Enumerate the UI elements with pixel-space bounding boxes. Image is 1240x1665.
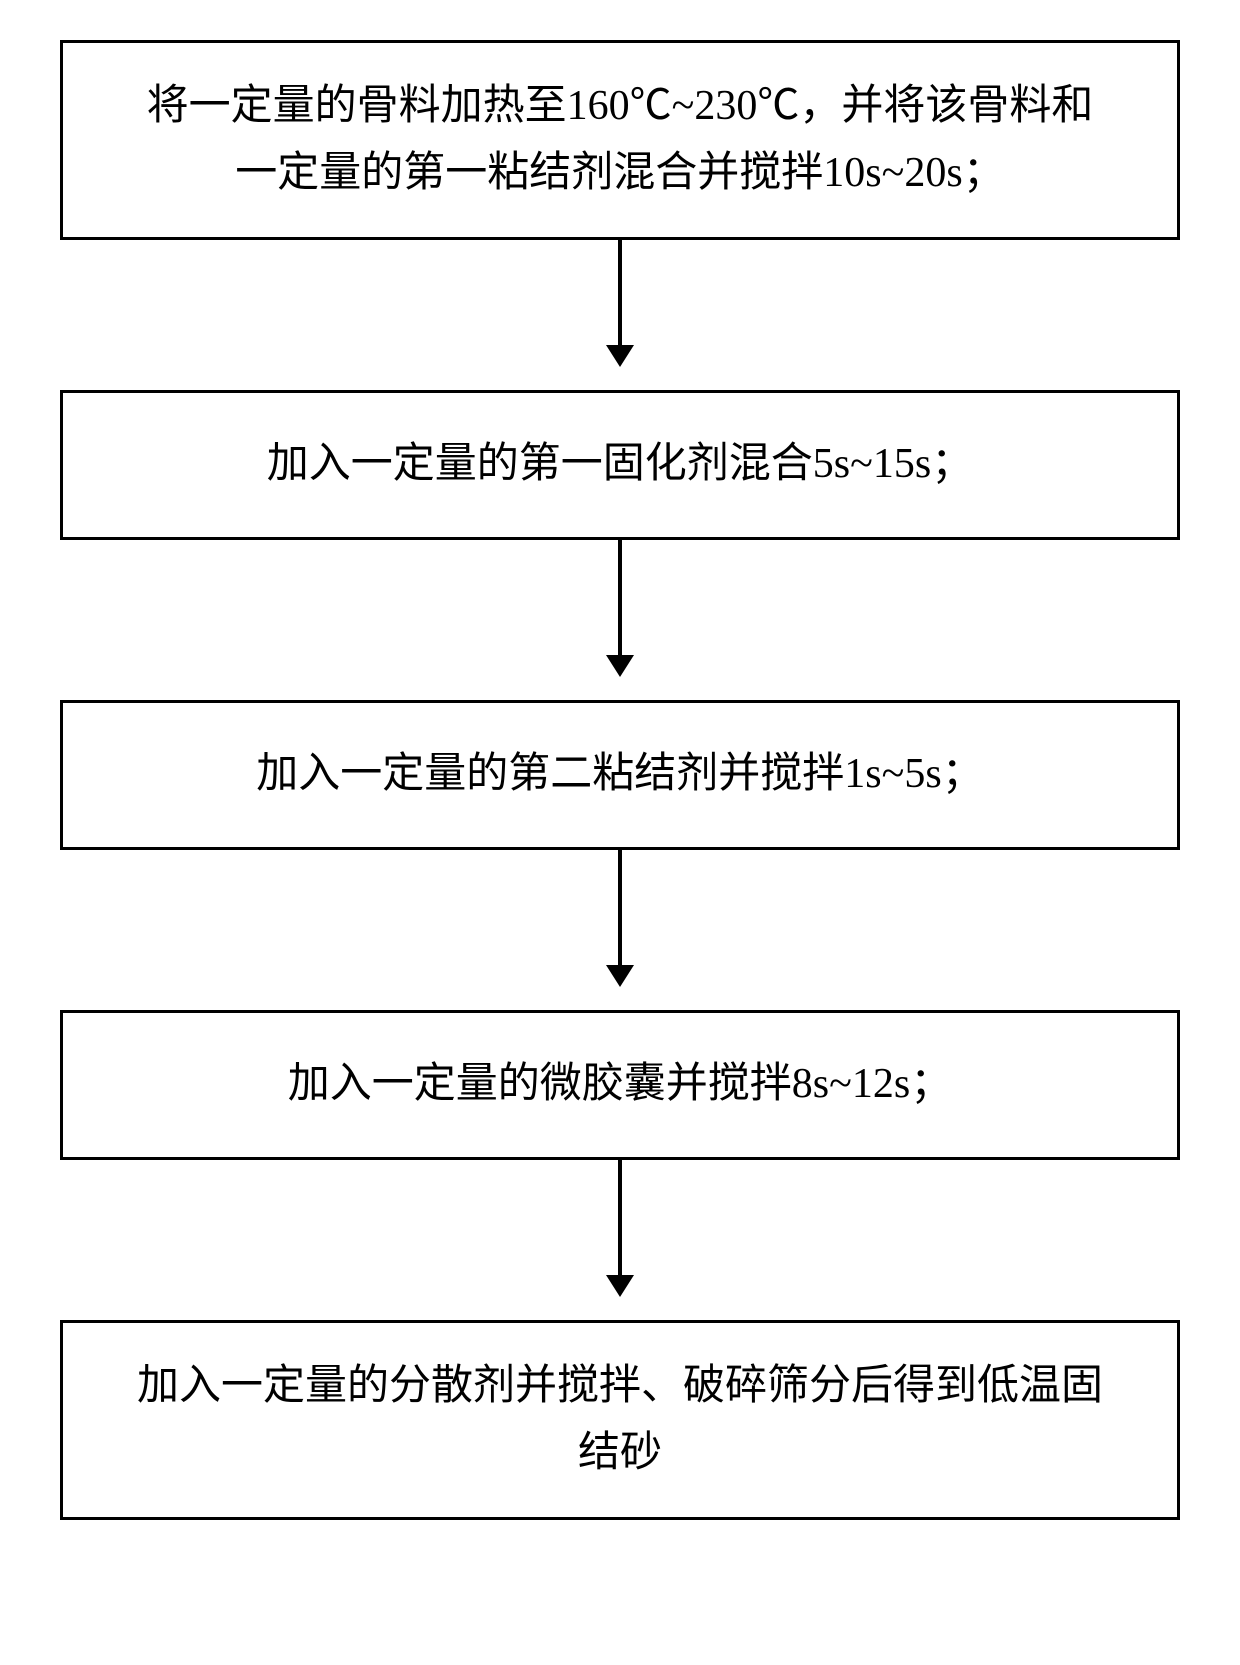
flowchart-step-5: 加入一定量的分散剂并搅拌、破碎筛分后得到低温固 结砂 bbox=[60, 1320, 1180, 1520]
arrow-line bbox=[618, 850, 622, 966]
flowchart-arrow-3 bbox=[606, 850, 634, 987]
flowchart-step-3: 加入一定量的第二粘结剂并搅拌1s~5s； bbox=[60, 700, 1180, 850]
arrow-line bbox=[618, 1160, 622, 1276]
arrow-line bbox=[618, 240, 622, 346]
arrow-head-icon bbox=[606, 655, 634, 677]
flowchart-step-2-text: 加入一定量的第一固化剂混合5s~15s； bbox=[247, 421, 993, 508]
flowchart-arrow-1 bbox=[606, 240, 634, 367]
arrow-head-icon bbox=[606, 965, 634, 987]
arrow-line bbox=[618, 540, 622, 656]
flowchart-step-4-text: 加入一定量的微胶囊并搅拌8s~12s； bbox=[268, 1041, 972, 1128]
flowchart-step-1: 将一定量的骨料加热至160℃~230℃，并将该骨料和 一定量的第一粘结剂混合并搅… bbox=[60, 40, 1180, 240]
flowchart-step-1-text: 将一定量的骨料加热至160℃~230℃，并将该骨料和 一定量的第一粘结剂混合并搅… bbox=[127, 63, 1114, 217]
flowchart-step-4: 加入一定量的微胶囊并搅拌8s~12s； bbox=[60, 1010, 1180, 1160]
arrow-head-icon bbox=[606, 345, 634, 367]
arrow-head-icon bbox=[606, 1275, 634, 1297]
flowchart-arrow-2 bbox=[606, 540, 634, 677]
flowchart-step-3-text: 加入一定量的第二粘结剂并搅拌1s~5s； bbox=[236, 731, 1003, 818]
flowchart-step-5-text: 加入一定量的分散剂并搅拌、破碎筛分后得到低温固 结砂 bbox=[117, 1343, 1123, 1497]
flowchart-step-2: 加入一定量的第一固化剂混合5s~15s； bbox=[60, 390, 1180, 540]
flowchart-canvas: 将一定量的骨料加热至160℃~230℃，并将该骨料和 一定量的第一粘结剂混合并搅… bbox=[0, 0, 1240, 1665]
flowchart-arrow-4 bbox=[606, 1160, 634, 1297]
